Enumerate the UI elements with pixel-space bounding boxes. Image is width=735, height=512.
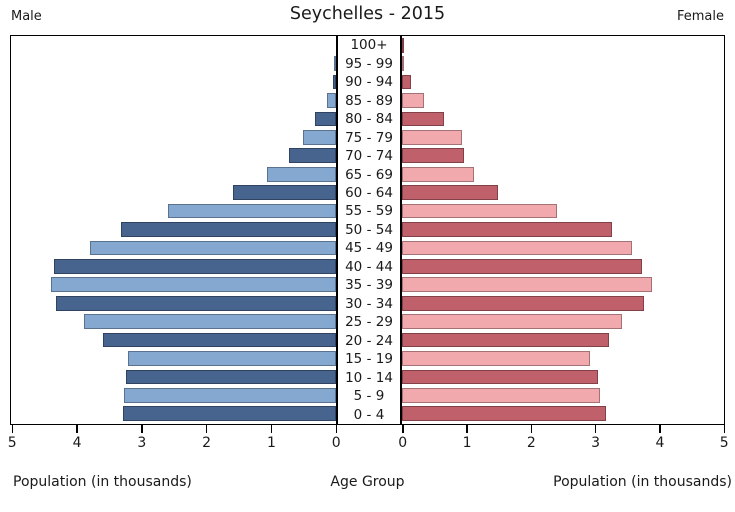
female-axis-tick-label-3: 3 bbox=[591, 435, 601, 451]
male-bar-70-74 bbox=[288, 148, 336, 164]
male-bar-40-44 bbox=[54, 258, 336, 274]
age-group-label-40-44: 40 - 44 bbox=[345, 258, 393, 275]
male-axis-tick-5 bbox=[11, 424, 13, 433]
female-bar-45-49 bbox=[402, 240, 632, 256]
age-group-label-65-69: 65 - 69 bbox=[345, 166, 393, 183]
female-axis-tick-label-0: 0 bbox=[398, 435, 408, 451]
age-group-label-25-29: 25 - 29 bbox=[345, 314, 393, 331]
female-axis-tick-1 bbox=[466, 424, 468, 433]
female-bar-65-69 bbox=[402, 166, 474, 182]
female-bar-50-54 bbox=[402, 222, 612, 237]
male-axis-tick-label-0: 0 bbox=[331, 435, 341, 451]
male-bar-15-19 bbox=[128, 351, 336, 366]
female-bar-40-44 bbox=[402, 258, 642, 274]
female-bars-panel bbox=[401, 35, 725, 425]
female-axis-tick-label-1: 1 bbox=[462, 435, 472, 451]
male-bar-0-4 bbox=[122, 406, 336, 422]
female-axis-tick-2 bbox=[530, 424, 533, 433]
male-axis-tick-0 bbox=[335, 424, 337, 433]
male-bar-60-64 bbox=[233, 185, 336, 201]
male-axis-tick-4 bbox=[76, 424, 78, 433]
female-bar-95-99 bbox=[402, 56, 405, 72]
female-bar-60-64 bbox=[402, 185, 499, 201]
female-bar-5-9 bbox=[402, 387, 600, 403]
age-group-label-90-94: 90 - 94 bbox=[345, 74, 393, 91]
chart-title: Seychelles - 2015 bbox=[289, 4, 446, 24]
male-header: Male bbox=[11, 9, 42, 24]
age-group-label-70-74: 70 - 74 bbox=[345, 148, 393, 165]
male-axis-tick-label-3: 3 bbox=[137, 435, 147, 451]
age-group-label-30-34: 30 - 34 bbox=[345, 295, 393, 312]
female-axis-label: Population (in thousands) bbox=[553, 474, 732, 490]
age-group-label-15-19: 15 - 19 bbox=[345, 351, 393, 368]
age-group-label-10-14: 10 - 14 bbox=[345, 369, 393, 386]
female-axis-tick-0 bbox=[402, 424, 404, 433]
male-axis-tick-label-1: 1 bbox=[266, 435, 276, 451]
age-group-label-100plus: 100+ bbox=[350, 37, 388, 54]
female-bar-30-34 bbox=[402, 295, 644, 311]
age-group-label-60-64: 60 - 64 bbox=[345, 184, 393, 201]
male-bar-50-54 bbox=[120, 222, 336, 237]
male-axis-tick-2 bbox=[205, 424, 208, 433]
male-bar-5-9 bbox=[124, 387, 336, 403]
female-bar-15-19 bbox=[402, 351, 590, 366]
age-group-label-95-99: 95 - 99 bbox=[345, 55, 393, 72]
age-group-label-75-79: 75 - 79 bbox=[345, 129, 393, 146]
male-axis-tick-label-4: 4 bbox=[72, 435, 82, 451]
female-bar-75-79 bbox=[402, 129, 462, 145]
male-axis-tick-3 bbox=[141, 424, 143, 433]
female-axis-tick-label-2: 2 bbox=[526, 435, 536, 451]
female-bar-55-59 bbox=[402, 203, 557, 219]
female-bar-10-14 bbox=[402, 369, 599, 385]
age-group-label-45-49: 45 - 49 bbox=[345, 240, 393, 257]
age-group-label-20-24: 20 - 24 bbox=[345, 332, 393, 349]
female-bar-100plus bbox=[402, 37, 404, 53]
male-bar-20-24 bbox=[103, 332, 336, 348]
male-bar-55-59 bbox=[168, 203, 336, 219]
female-bar-70-74 bbox=[402, 148, 465, 164]
female-bar-80-84 bbox=[402, 111, 445, 127]
male-bar-85-89 bbox=[327, 93, 336, 108]
male-axis-tick-1 bbox=[270, 424, 273, 433]
female-header: Female bbox=[676, 9, 724, 24]
age-group-label-80-84: 80 - 84 bbox=[345, 111, 393, 128]
male-bar-90-94 bbox=[333, 74, 336, 90]
female-bar-25-29 bbox=[402, 314, 622, 330]
male-bar-35-39 bbox=[51, 277, 336, 293]
female-bar-0-4 bbox=[402, 406, 607, 422]
age-group-label-0-4: 0 - 4 bbox=[353, 406, 385, 423]
age-group-labels-panel: 100+ 95 - 99 90 - 94 85 - 89 80 - 84 75 - 79 7… bbox=[337, 35, 401, 425]
age-group-label-35-39: 35 - 39 bbox=[345, 277, 393, 294]
male-bar-45-49 bbox=[90, 240, 336, 256]
female-axis-tick-5 bbox=[723, 424, 725, 433]
male-bar-30-34 bbox=[55, 295, 336, 311]
male-bar-80-84 bbox=[314, 111, 336, 127]
female-axis-tick-label-5: 5 bbox=[719, 435, 729, 451]
male-bar-95-99 bbox=[334, 56, 336, 72]
female-axis-tick-3 bbox=[594, 424, 597, 433]
male-bar-10-14 bbox=[126, 369, 336, 385]
male-bar-65-69 bbox=[266, 166, 336, 182]
male-axis-tick-label-2: 2 bbox=[202, 435, 212, 451]
age-group-label-55-59: 55 - 59 bbox=[345, 203, 393, 220]
female-bar-85-89 bbox=[402, 93, 425, 108]
age-group-label-85-89: 85 - 89 bbox=[345, 92, 393, 109]
female-axis-tick-4 bbox=[659, 424, 661, 433]
male-bar-25-29 bbox=[83, 314, 336, 330]
male-bar-75-79 bbox=[303, 129, 336, 145]
age-group-label-5-9: 5 - 9 bbox=[353, 388, 385, 405]
female-axis-tick-label-4: 4 bbox=[655, 435, 665, 451]
age-group-labels: 100+ 95 - 99 90 - 94 85 - 89 80 - 84 75 - 79 7… bbox=[338, 36, 400, 424]
female-bar-35-39 bbox=[402, 277, 652, 293]
age-group-label-50-54: 50 - 54 bbox=[345, 221, 393, 238]
female-bar-90-94 bbox=[402, 74, 412, 90]
male-axis-tick-label-5: 5 bbox=[7, 435, 17, 451]
age-group-axis-label: Age Group bbox=[330, 474, 405, 490]
female-bar-20-24 bbox=[402, 332, 609, 348]
male-bars-panel bbox=[10, 35, 337, 425]
male-axis-label: Population (in thousands) bbox=[13, 474, 192, 490]
